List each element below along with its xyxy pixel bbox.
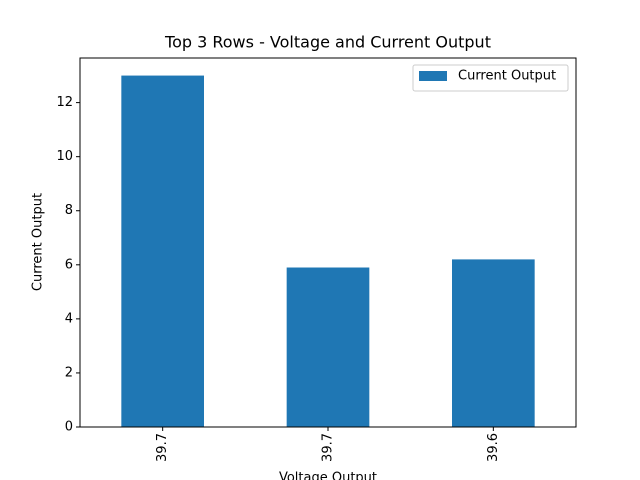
y-tick-label: 8 [65,203,73,218]
legend-swatch [419,71,447,81]
x-tick-label: 39.6 [486,433,501,462]
y-tick-label: 12 [56,95,73,110]
bar [121,75,204,428]
chart-title: Top 3 Rows - Voltage and Current Output [164,33,491,52]
legend-box [412,64,569,92]
y-axis-label: Current Output [31,193,46,291]
x-tick-label: 39.7 [321,433,336,462]
y-tick-label: 4 [65,311,73,326]
y-tick-label: 10 [56,149,73,164]
plot-frame [79,57,577,428]
legend-label: Current Output [458,69,556,84]
bar [286,267,370,427]
x-axis-label: Voltage Output [279,471,377,480]
bar [452,259,535,427]
y-tick-label: 0 [65,420,73,435]
x-tick-label: 39.7 [155,433,170,462]
y-tick-label: 2 [65,365,73,380]
y-tick-label: 6 [65,257,73,272]
